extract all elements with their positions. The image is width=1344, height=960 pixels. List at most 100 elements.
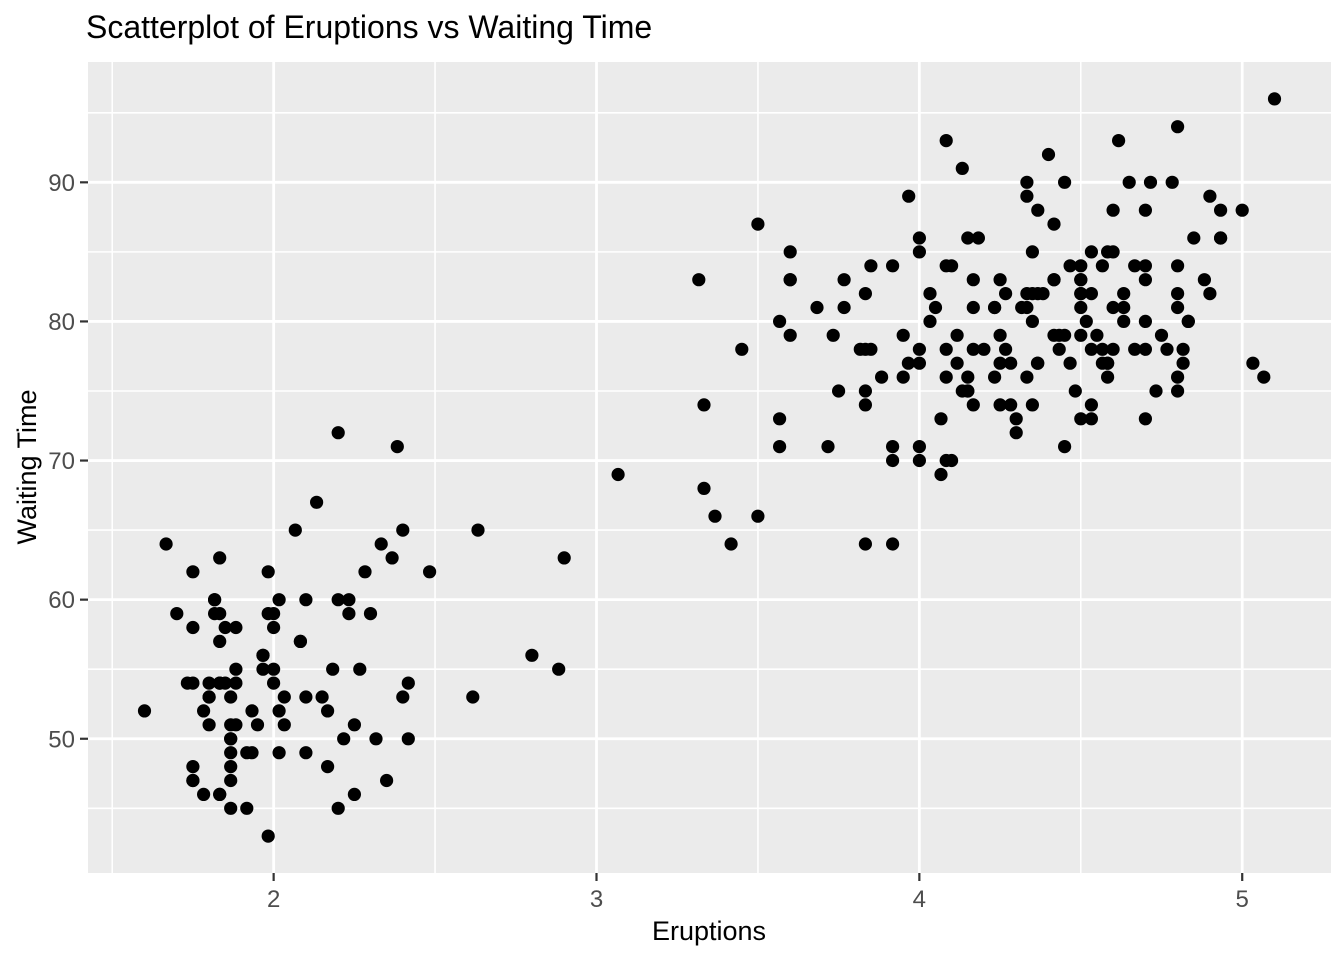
data-point <box>697 481 711 495</box>
data-point <box>1128 259 1142 273</box>
data-point <box>326 662 340 676</box>
data-point <box>245 746 259 760</box>
data-point <box>1084 245 1098 259</box>
data-point <box>1009 426 1023 440</box>
data-point <box>272 593 286 607</box>
data-point <box>939 342 953 356</box>
data-point <box>773 440 787 454</box>
data-point <box>955 161 969 175</box>
data-point <box>240 801 254 815</box>
data-point <box>369 732 383 746</box>
data-point <box>1160 342 1174 356</box>
data-point <box>1084 398 1098 412</box>
x-tick-label: 5 <box>1236 886 1249 913</box>
data-point <box>1052 342 1066 356</box>
data-point <box>858 287 873 301</box>
x-axis-title: Eruptions <box>652 916 766 946</box>
data-point <box>1079 314 1093 328</box>
data-point <box>1101 370 1115 384</box>
data-point <box>267 662 281 676</box>
data-point <box>224 760 238 774</box>
data-point <box>912 342 927 356</box>
data-point <box>611 467 625 482</box>
x-tick-label: 2 <box>267 886 280 913</box>
data-point <box>993 356 1007 370</box>
data-point <box>1004 356 1018 370</box>
data-point <box>525 648 539 662</box>
data-point <box>810 300 824 315</box>
data-point <box>256 662 270 676</box>
data-point <box>229 620 243 635</box>
data-point <box>853 342 867 356</box>
data-point <box>939 370 953 384</box>
data-point <box>1058 175 1072 189</box>
data-point <box>1171 370 1185 384</box>
data-point <box>1176 342 1190 356</box>
data-point <box>1106 342 1120 356</box>
data-point <box>993 328 1007 342</box>
data-point <box>224 773 238 788</box>
data-point <box>202 718 216 732</box>
data-point <box>229 662 243 676</box>
data-point <box>1020 300 1034 315</box>
data-point <box>331 593 345 607</box>
data-point <box>385 551 399 565</box>
data-point <box>783 273 797 287</box>
data-point <box>999 342 1013 356</box>
data-point <box>159 537 173 551</box>
data-point <box>186 620 200 635</box>
data-point <box>1106 300 1120 315</box>
data-point <box>858 398 873 412</box>
data-point <box>966 273 980 287</box>
data-point <box>250 718 265 732</box>
data-point <box>293 634 307 649</box>
data-point-layer <box>137 92 1282 843</box>
data-point <box>961 384 975 398</box>
data-point <box>342 593 356 607</box>
y-tick-label: 90 <box>48 170 75 197</box>
data-point <box>137 704 152 718</box>
data-point <box>939 453 953 468</box>
data-point <box>945 259 959 273</box>
data-point <box>966 398 980 412</box>
data-point <box>197 704 211 718</box>
data-point <box>735 342 749 356</box>
data-point <box>218 620 232 635</box>
chart-title: Scatterplot of Eruptions vs Waiting Time <box>86 9 653 45</box>
data-point <box>971 231 986 245</box>
data-point <box>1122 175 1136 189</box>
data-point <box>245 704 259 718</box>
data-point <box>1138 273 1152 287</box>
data-point <box>1101 356 1115 370</box>
data-point <box>256 648 270 662</box>
data-point <box>928 300 943 315</box>
data-point <box>1165 175 1179 189</box>
data-point <box>299 746 313 760</box>
data-point <box>864 259 878 273</box>
data-point <box>1020 370 1034 384</box>
data-point <box>1009 412 1023 426</box>
data-point <box>886 453 900 468</box>
data-point <box>186 676 200 690</box>
data-point <box>299 593 313 607</box>
data-point <box>208 593 222 607</box>
data-point <box>224 746 238 760</box>
data-point <box>1171 287 1185 301</box>
data-point <box>1181 314 1195 328</box>
data-point <box>1138 203 1152 217</box>
data-point <box>934 467 948 482</box>
data-point <box>401 732 415 746</box>
data-point <box>1095 342 1109 356</box>
data-point <box>1058 440 1072 454</box>
data-point <box>934 412 948 426</box>
data-point <box>1187 231 1201 245</box>
data-point <box>912 231 927 245</box>
data-point <box>261 607 275 621</box>
data-point <box>1063 259 1077 273</box>
data-point <box>1257 370 1271 384</box>
data-point <box>961 370 975 384</box>
data-point <box>272 704 286 718</box>
data-point <box>186 773 200 788</box>
data-point <box>724 537 738 551</box>
data-point <box>337 732 351 746</box>
